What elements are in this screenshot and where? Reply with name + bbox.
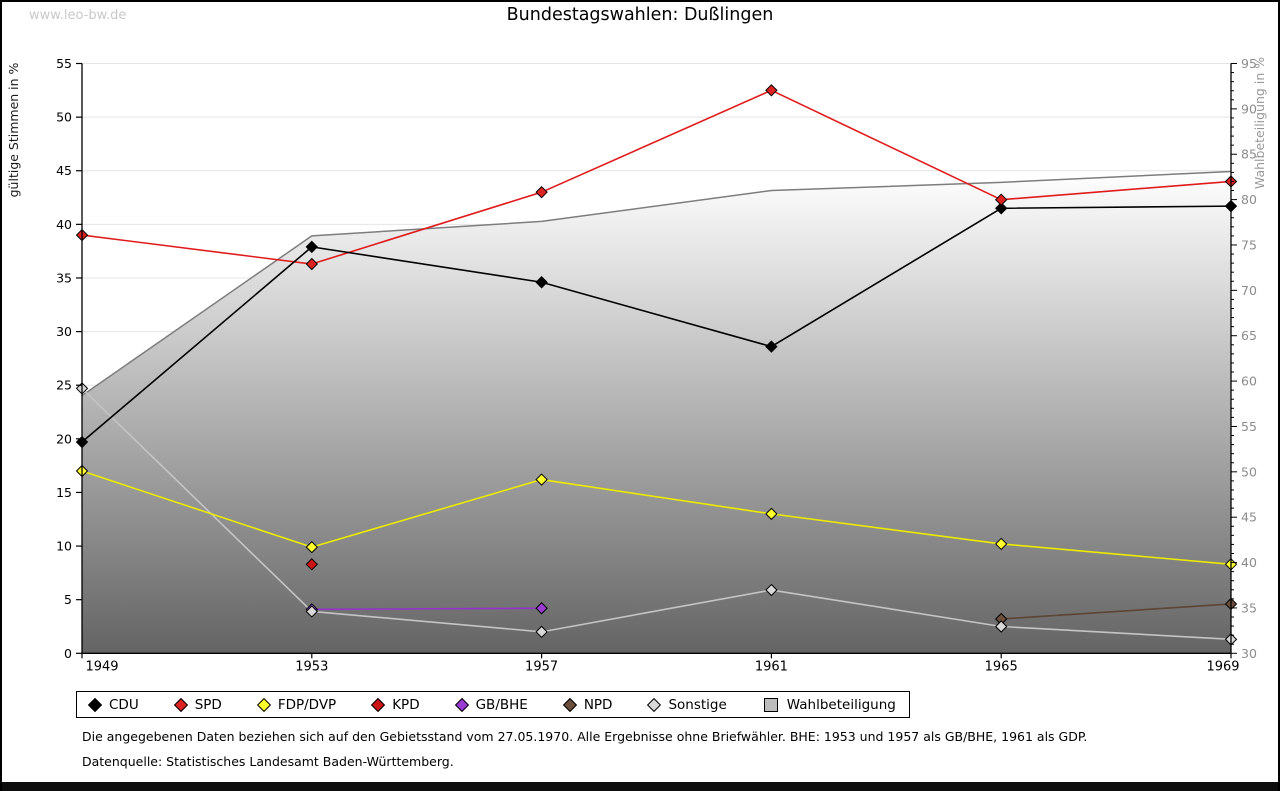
left-tick-label: 40 [56, 217, 72, 232]
legend-label: NPD [583, 696, 613, 713]
legend-item-wahlbeteiligung: Wahlbeteiligung [763, 696, 896, 713]
page-title: Bundestagswahlen: Dußlingen [506, 5, 774, 25]
series-line-sonstige [81, 387, 1232, 641]
left-tick-label: 35 [56, 270, 72, 285]
right-tick-label: 75 [1241, 237, 1257, 252]
x-tick-label: 1965 [985, 659, 1018, 674]
bottom-bar [2, 782, 1278, 791]
right-tick-label: 85 [1241, 147, 1257, 162]
right-tick-label: 40 [1241, 555, 1257, 570]
left-tick-label: 45 [56, 163, 72, 178]
right-tick-label: 60 [1241, 374, 1257, 389]
right-tick-label: 50 [1241, 464, 1257, 479]
left-tick-label: 15 [56, 485, 72, 500]
legend-diamond-icon [173, 697, 188, 712]
x-tick-label: 1969 [1206, 659, 1239, 674]
right-tick-label: 70 [1241, 283, 1257, 298]
x-tick-label: 1949 [85, 659, 118, 674]
watermark: www.leo-bw.de [29, 8, 127, 23]
footnote-gebietsstand: Die angegebenen Daten beziehen sich auf … [82, 729, 1088, 744]
legend-square-icon [763, 697, 778, 712]
right-tick-label: 55 [1241, 419, 1257, 434]
right-tick-label: 45 [1241, 510, 1257, 525]
series-line-cdu [81, 205, 1232, 443]
footnote-datenquelle: Datenquelle: Statistisches Landesamt Bad… [82, 754, 454, 769]
legend-item-sonstige: Sonstige [647, 696, 727, 713]
series-line-spd [81, 89, 1232, 265]
x-tick-label: 1961 [755, 659, 788, 674]
legend-label: Sonstige [668, 696, 727, 713]
series-markers-kpd [305, 558, 319, 571]
legend-diamond-icon [454, 697, 469, 712]
x-tick-label: 1957 [525, 659, 558, 674]
axes: 0 5 10 15 20 25 30 35 40 45 50 55 30 35 40 45 50 55 60 65 70… [56, 56, 1257, 674]
right-tick-label: 95 [1241, 56, 1257, 71]
right-tick-label: 90 [1241, 101, 1257, 116]
right-tick-label: 35 [1241, 600, 1257, 615]
left-tick-label: 55 [56, 56, 72, 71]
left-tick-label: 0 [64, 646, 72, 661]
legend-label: FDP/DVP [277, 696, 337, 713]
legend-diamond-icon [371, 697, 386, 712]
legend-label: CDU [109, 696, 139, 713]
series-line-fdp-dvp [81, 470, 1232, 566]
turnout-area [82, 171, 1231, 654]
series-line-gb-bhe [310, 607, 543, 611]
turnout-area-edge [81, 170, 1232, 397]
left-tick-label: 50 [56, 110, 72, 125]
chart-canvas: 0 5 10 15 20 25 30 35 40 45 50 55 30 35 40 45 50 55 60 65 70… [2, 2, 1278, 682]
legend-label: KPD [392, 696, 420, 713]
legend-label: SPD [194, 696, 222, 713]
legend-item-gb-bhe: GB/BHE [454, 696, 528, 713]
legend-item-kpd: KPD [371, 696, 420, 713]
right-tick-label: 80 [1241, 192, 1257, 207]
legend-label: GB/BHE [475, 696, 528, 713]
left-tick-label: 10 [56, 539, 72, 554]
chart-legend: CDU SPD FDP/DVP KPD GB/BHE NPD Sonstige Wahlbet… [76, 691, 910, 718]
legend-diamond-icon [256, 697, 271, 712]
right-tick-label: 65 [1241, 328, 1257, 343]
series-markers-spd [75, 84, 1238, 271]
left-tick-label: 25 [56, 378, 72, 393]
right-axis-title: Wahlbeteiligung in % [1252, 57, 1267, 189]
legend-item-spd: SPD [173, 696, 222, 713]
left-tick-label: 5 [64, 592, 72, 607]
legend-diamond-icon [87, 697, 103, 712]
legend-item-cdu: CDU [87, 696, 139, 713]
left-tick-label: 20 [56, 431, 72, 446]
right-tick-label: 30 [1241, 646, 1257, 661]
x-tick-label: 1953 [295, 659, 328, 674]
legend-item-npd: NPD [562, 696, 613, 713]
series-line-npd [1000, 603, 1232, 620]
legend-label: Wahlbeteiligung [786, 696, 896, 713]
election-chart-svg: 0 5 10 15 20 25 30 35 40 45 50 55 30 35 40 45 50 55 60 65 70… [6, 56, 1267, 674]
legend-item-fdp-dvp: FDP/DVP [256, 696, 337, 713]
left-tick-label: 30 [56, 324, 72, 339]
legend-diamond-icon [647, 697, 662, 712]
left-axis-title: gültige Stimmen in % [6, 62, 21, 197]
legend-diamond-icon [562, 697, 577, 712]
